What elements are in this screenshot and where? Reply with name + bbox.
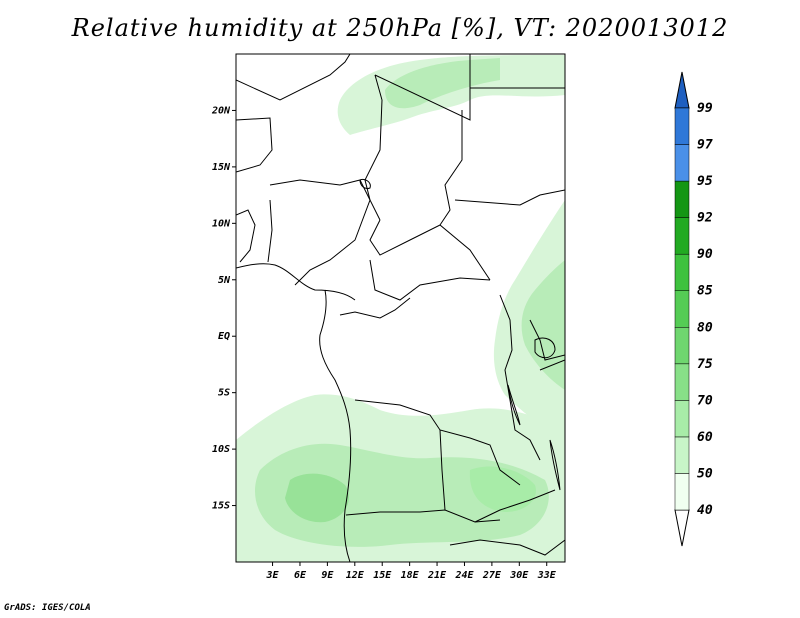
lake-chad (359, 179, 371, 189)
lon-tick-label: 24E (454, 570, 474, 581)
rh-region-north-core (385, 58, 500, 109)
rh-region-north (337, 55, 565, 135)
border-kenya-uganda (529, 319, 565, 361)
border-westafrica (236, 209, 256, 263)
lon-tick-label: 33E (537, 570, 557, 581)
border-angola-namibia (345, 509, 501, 523)
colorbar-swatch (674, 436, 690, 474)
lon-tick-label: 30E (509, 570, 529, 581)
lake-tanganyika (507, 384, 521, 426)
colorbar-swatch (674, 107, 690, 145)
colorbar-label: 90 (697, 247, 713, 262)
colorbar-label: 40 (697, 503, 713, 518)
colorbar-label: 50 (697, 466, 713, 481)
colorbar-swatch (674, 144, 690, 182)
longitude-axis: 3E 6E 9E 12E 15E 18E 21E 24E 27E 30E 33E (266, 562, 557, 581)
colorbar-swatch (674, 363, 690, 401)
coastline-west (236, 263, 356, 301)
border-drc-north (339, 297, 411, 319)
border-niger-chad (364, 74, 383, 221)
border-zambia-zimbabwe (474, 489, 556, 523)
colorbar-label: 97 (697, 138, 713, 153)
colorbar-label: 85 (697, 284, 713, 299)
colorbar-swatch (674, 217, 690, 255)
lon-tick-label: 27E (482, 570, 502, 581)
colorbar-label: 75 (697, 357, 713, 372)
latitude-axis: 20N 15N 10N 5N EQ 5S 10S 15S (211, 105, 236, 512)
rh-region-south-peak (285, 473, 349, 523)
lon-tick-label: 3E (266, 570, 280, 581)
colorbar-high-extend (674, 71, 690, 109)
border-chad-car (369, 219, 491, 281)
colorbar-low-extend (674, 509, 690, 547)
lat-tick-label: 15S (212, 501, 230, 512)
map-frame (235, 53, 566, 563)
colorbar-swatch (674, 290, 690, 328)
border-ghana-togo (267, 199, 273, 263)
lat-tick-label: 20N (211, 105, 231, 116)
lake-malawi (549, 439, 561, 491)
border-nigeria (269, 179, 371, 286)
colorbar-swatch (674, 253, 690, 291)
lat-tick-label: 15N (212, 162, 231, 173)
lat-tick-label: 10N (212, 218, 231, 229)
border-libya-chad (374, 54, 471, 121)
border-drc-south (354, 399, 521, 486)
colorbar-label: 95 (697, 174, 713, 189)
border-south-africa (449, 539, 565, 556)
colorbar-swatch (674, 400, 690, 438)
border-algeria-niger (236, 54, 351, 101)
lat-tick-label: 5S (218, 388, 230, 399)
border-drc-east (499, 294, 541, 461)
colorbar-swatch (674, 327, 690, 365)
colorbar-label: 60 (697, 430, 713, 445)
lon-tick-label: 12E (346, 570, 365, 581)
colorbar-label: 70 (697, 393, 713, 408)
lon-tick-label: 6E (294, 570, 307, 581)
border-mali-niger (236, 117, 273, 173)
lon-tick-label: 9E (321, 570, 334, 581)
border-chad-sudan (439, 110, 463, 226)
lat-tick-label: 5N (218, 275, 231, 286)
coastline-central (319, 289, 352, 562)
map-title: Relative humidity at 250hPa [%], VT: 202… (71, 14, 729, 42)
lake-victoria (534, 337, 556, 359)
colorbar-swatch (674, 180, 690, 218)
grads-credit: GrADS: IGES/COLA (4, 603, 91, 613)
lon-tick-label: 15E (373, 570, 392, 581)
border-car-congo (369, 259, 491, 301)
lon-tick-label: 18E (401, 570, 420, 581)
colorbar-swatch (674, 473, 690, 511)
border-angola-zambia (439, 429, 446, 511)
border-sudan-ssudan (454, 189, 565, 206)
rh-region-southeast-peak (469, 466, 536, 512)
colorbar: 40 50 60 70 75 80 85 90 92 95 97 99 (674, 71, 713, 547)
colorbar-label: 80 (697, 320, 713, 335)
lon-tick-label: 21E (427, 570, 447, 581)
border-tanzania (539, 359, 565, 371)
colorbar-label: 99 (697, 101, 713, 116)
colorbar-label: 92 (697, 211, 713, 226)
lat-tick-label: EQ (218, 331, 230, 342)
country-borders (236, 54, 565, 562)
humidity-field (236, 55, 565, 562)
lat-tick-label: 10S (212, 444, 230, 455)
